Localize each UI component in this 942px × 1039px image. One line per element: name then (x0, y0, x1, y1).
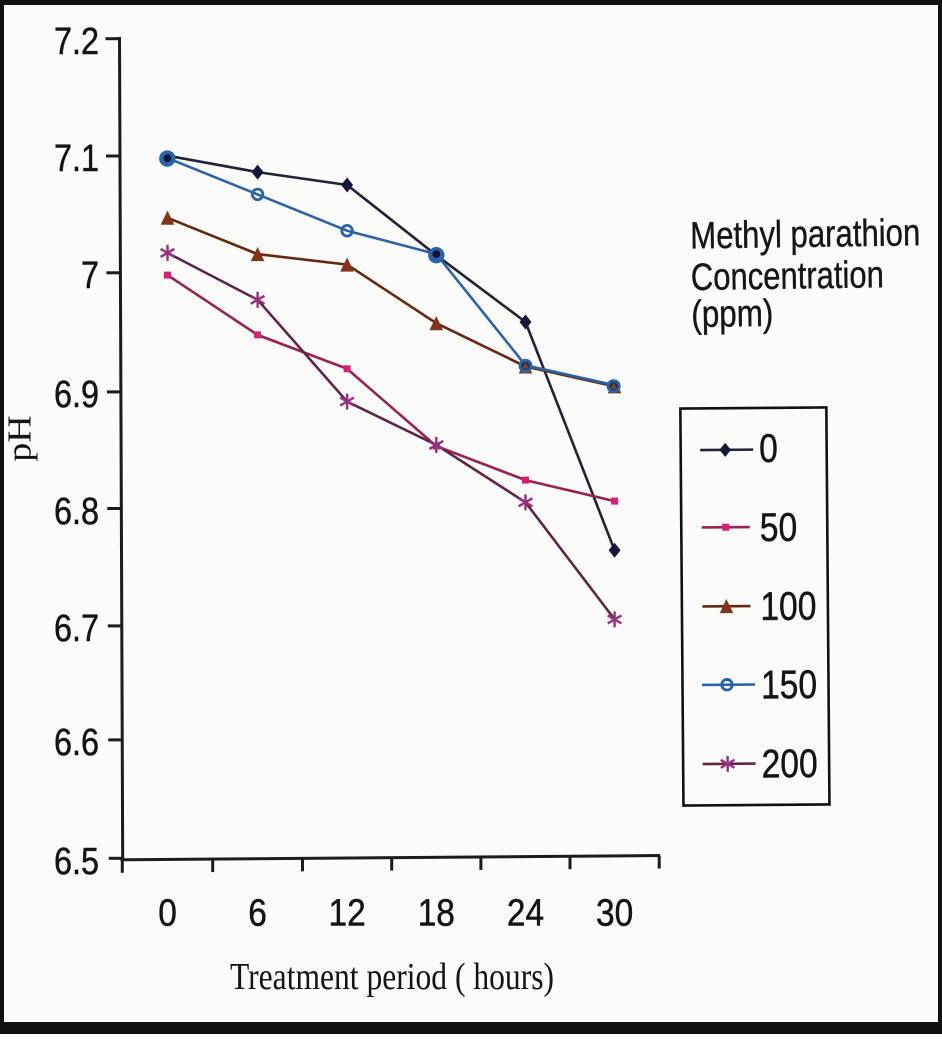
svg-text:6.7: 6.7 (54, 608, 99, 650)
svg-text:7.2: 7.2 (54, 21, 99, 63)
svg-text:12: 12 (329, 893, 366, 935)
svg-text:30: 30 (596, 893, 633, 935)
svg-text:0: 0 (158, 893, 177, 935)
svg-text:Treatment period ( hours): Treatment period ( hours) (230, 956, 554, 998)
svg-text:100: 100 (760, 585, 816, 629)
svg-text:24: 24 (507, 893, 544, 935)
svg-text:6.9: 6.9 (54, 374, 99, 416)
svg-text:150: 150 (761, 663, 817, 707)
svg-text:0: 0 (759, 427, 778, 471)
svg-text:6.8: 6.8 (54, 491, 99, 533)
svg-text:200: 200 (761, 742, 817, 786)
svg-text:6.5: 6.5 (54, 841, 99, 883)
svg-text:50: 50 (760, 506, 798, 550)
svg-text:(ppm): (ppm) (691, 293, 774, 336)
svg-text:7: 7 (81, 255, 99, 297)
svg-text:pH: pH (1, 415, 38, 461)
svg-text:7.1: 7.1 (54, 138, 99, 180)
svg-text:Concentration: Concentration (691, 254, 885, 299)
svg-text:18: 18 (418, 893, 455, 935)
svg-text:6.6: 6.6 (54, 722, 99, 764)
svg-text:6: 6 (248, 893, 267, 935)
svg-text:Methyl parathion: Methyl parathion (690, 212, 921, 257)
